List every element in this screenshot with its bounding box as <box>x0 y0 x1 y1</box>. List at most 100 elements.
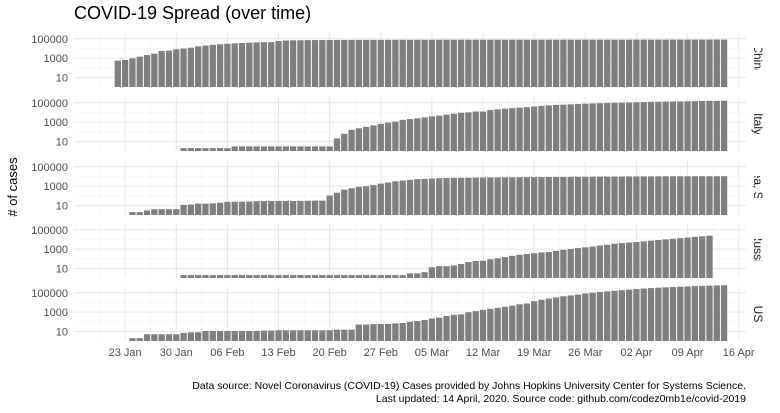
bar <box>246 146 253 151</box>
bar <box>289 146 297 151</box>
bar <box>669 238 677 278</box>
bar <box>509 108 516 151</box>
bar <box>494 39 501 87</box>
y-tick-label: 10 <box>56 326 68 338</box>
bar <box>216 275 224 278</box>
bar <box>457 264 465 278</box>
bar <box>450 39 457 87</box>
bar <box>268 146 275 151</box>
y-tick-label: 10 <box>56 263 68 275</box>
bar <box>224 275 231 278</box>
bar <box>589 176 596 215</box>
bar <box>392 121 399 151</box>
bar <box>574 176 582 215</box>
bar <box>457 39 465 87</box>
bar <box>377 183 384 215</box>
bar <box>487 308 494 341</box>
bar <box>720 39 728 87</box>
x-tick-label: 16 Apr <box>723 347 755 359</box>
bar <box>465 39 472 87</box>
bar <box>370 125 377 151</box>
bar <box>494 109 501 151</box>
bar <box>399 119 406 151</box>
bar <box>202 45 209 87</box>
bar <box>253 146 260 151</box>
bar <box>268 330 275 341</box>
bar <box>596 39 604 87</box>
bar <box>545 105 552 151</box>
bar <box>143 210 151 215</box>
bar <box>151 53 158 87</box>
bar <box>224 201 231 215</box>
bar <box>567 295 574 341</box>
bar <box>173 49 180 87</box>
bar <box>399 39 406 87</box>
bar <box>604 176 611 215</box>
bar <box>552 176 560 215</box>
bar <box>633 289 640 341</box>
y-tick-label: 100000 <box>31 288 68 300</box>
bar <box>326 195 333 215</box>
bar <box>333 275 341 278</box>
bar <box>384 275 392 278</box>
bar <box>713 100 720 151</box>
bar <box>582 103 589 151</box>
bar <box>516 304 523 341</box>
bar <box>596 103 604 151</box>
bar <box>625 176 633 215</box>
bar <box>195 332 202 341</box>
bar <box>691 176 699 215</box>
bar <box>501 108 509 151</box>
bar <box>509 255 516 278</box>
bar <box>567 104 574 151</box>
bar <box>706 100 713 151</box>
bar <box>421 178 428 215</box>
bar <box>552 250 560 278</box>
bar <box>202 330 209 341</box>
bar <box>297 275 304 278</box>
bar <box>246 42 253 87</box>
y-tick-label: 1000 <box>44 53 68 65</box>
bar <box>348 188 355 215</box>
bar <box>487 177 494 215</box>
bar <box>158 50 165 87</box>
bar <box>472 39 479 87</box>
bar <box>457 314 465 341</box>
bar <box>647 288 655 341</box>
bar <box>720 285 728 341</box>
bar <box>450 113 457 151</box>
bar <box>421 320 428 341</box>
bar <box>465 112 472 151</box>
bar <box>370 324 377 341</box>
bar <box>399 180 406 215</box>
bar <box>414 118 421 151</box>
bar <box>282 201 289 215</box>
y-tick-label: 1000 <box>44 117 68 129</box>
bar <box>443 39 450 87</box>
bar <box>560 249 567 278</box>
bar <box>655 176 662 215</box>
bar <box>260 330 268 341</box>
bar <box>662 101 669 151</box>
bar <box>494 307 501 341</box>
bar <box>538 252 545 278</box>
bar <box>625 242 633 278</box>
bar <box>121 59 129 87</box>
x-tick-label: 30 Jan <box>160 347 193 359</box>
bar <box>669 176 677 215</box>
bar <box>143 334 151 341</box>
bar <box>319 200 326 215</box>
bar <box>625 102 633 151</box>
bar <box>677 39 684 87</box>
bar <box>384 182 392 215</box>
bar <box>341 189 348 215</box>
bar <box>304 200 311 215</box>
last-updated-caption: Last updated: 14 April, 2020. Source cod… <box>375 393 746 405</box>
bar <box>443 114 450 151</box>
bar <box>187 332 195 341</box>
bar <box>662 239 669 278</box>
bar <box>297 200 304 215</box>
bar <box>662 176 669 215</box>
bar <box>545 39 552 87</box>
bar <box>253 330 260 341</box>
